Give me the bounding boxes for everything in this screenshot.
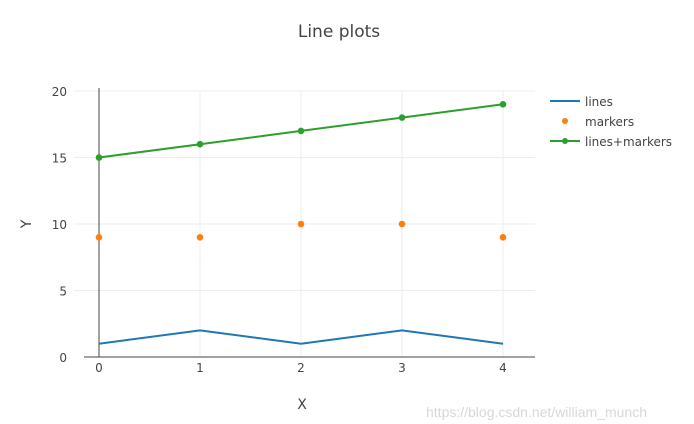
y-tick-label: 5 xyxy=(59,285,67,299)
series-line xyxy=(98,329,504,345)
legend-item-lines-markers[interactable]: lines+markers xyxy=(550,135,672,149)
legend-swatch-marker xyxy=(562,138,568,144)
series-markers xyxy=(95,220,507,241)
data-point[interactable] xyxy=(499,101,507,108)
y-tick-label: 15 xyxy=(52,152,67,166)
data-point[interactable] xyxy=(95,234,103,241)
x-tick-label: 2 xyxy=(297,361,305,375)
data-point[interactable] xyxy=(398,114,406,121)
x-tick-label: 1 xyxy=(196,361,204,375)
series-lines xyxy=(98,329,504,345)
data-point[interactable] xyxy=(297,127,305,135)
data-point[interactable] xyxy=(196,234,204,241)
legend-swatch-marker xyxy=(562,118,568,124)
series-layer xyxy=(95,101,507,345)
y-tick-label: 20 xyxy=(52,85,67,99)
axes: 0 5 10 15 20 0 1 2 3 4 xyxy=(52,85,535,375)
y-tick-label: 10 xyxy=(52,218,67,232)
data-point[interactable] xyxy=(95,154,103,161)
data-point[interactable] xyxy=(499,234,507,241)
x-tick-label: 3 xyxy=(398,361,406,375)
x-tick-label: 4 xyxy=(499,361,507,375)
legend-label: markers xyxy=(585,115,634,129)
y-axis-label: Y xyxy=(19,219,35,229)
x-tick-label: 0 xyxy=(95,361,103,375)
watermark: https://blog.csdn.net/william_munch xyxy=(426,404,647,420)
legend-label: lines xyxy=(585,95,613,109)
data-point[interactable] xyxy=(398,220,406,228)
legend-item-markers[interactable]: markers xyxy=(562,115,634,129)
data-point[interactable] xyxy=(297,220,305,228)
series-lines-markers xyxy=(95,101,507,161)
chart-title: Line plots xyxy=(298,22,380,42)
y-tick-label: 0 xyxy=(59,351,67,365)
data-point[interactable] xyxy=(196,140,204,148)
legend-item-lines[interactable]: lines xyxy=(550,95,613,109)
x-axis-label: X xyxy=(297,397,307,413)
legend-label: lines+markers xyxy=(585,135,672,149)
legend: lines markers lines+markers xyxy=(550,95,672,149)
